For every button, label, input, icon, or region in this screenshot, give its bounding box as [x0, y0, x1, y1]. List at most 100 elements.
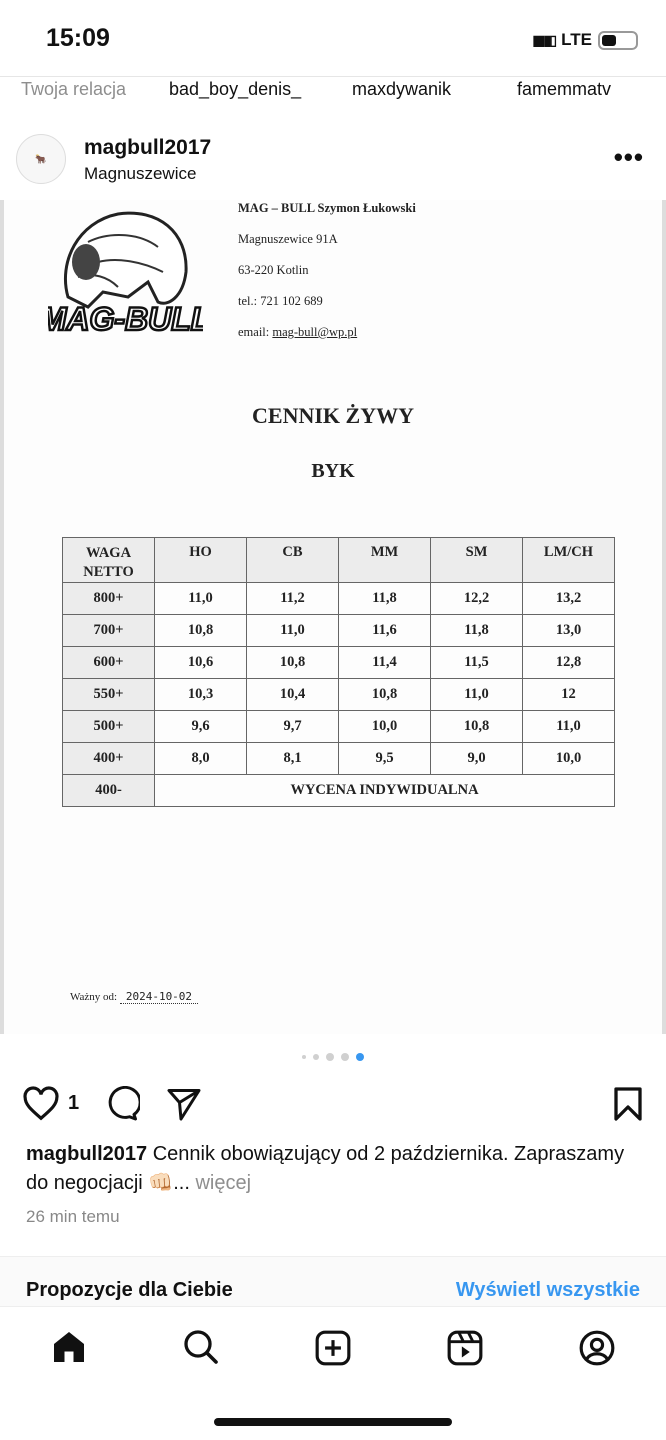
price-cell: 10,4 [246, 678, 339, 711]
price-cell: 10,3 [154, 678, 247, 711]
price-cell: 11,2 [246, 582, 339, 615]
price-cell: 10,8 [338, 678, 431, 711]
home-icon[interactable] [50, 1329, 88, 1365]
profile-icon[interactable] [578, 1329, 616, 1367]
search-icon[interactable] [183, 1329, 219, 1365]
post-time: 26 min temu [26, 1207, 120, 1226]
table-header-row: WAGA NETTO HO CB MM SM LM/CH [62, 537, 615, 583]
email-line: email: mag-bull@wp.pl [238, 325, 357, 340]
header-cell: LM/CH [522, 537, 615, 583]
avatar[interactable]: 🐂 [16, 134, 66, 184]
post-location[interactable]: Magnuszewice [84, 164, 197, 183]
table-row: 600+ 10,6 10,8 11,4 11,5 12,8 [62, 646, 615, 679]
price-cell: 11,4 [338, 646, 431, 679]
story-item[interactable]: bad_boy_denis_ [169, 79, 302, 99]
document-subtitle: BYK [311, 460, 355, 482]
view-all-link[interactable]: Wyświetl wszystkie [455, 1279, 640, 1301]
carousel-dot [313, 1054, 319, 1060]
stories-bar: Twoja relacja bad_boy_denis_ maxdywanik … [0, 76, 666, 99]
carousel-dot-active [356, 1053, 364, 1061]
more-options-icon[interactable]: ••• [613, 142, 644, 172]
price-cell: 10,0 [338, 710, 431, 743]
price-cell: 9,0 [430, 742, 523, 775]
document-title: CENNIK ŻYWY [252, 403, 414, 428]
valid-label: Ważny od: [70, 991, 118, 1003]
price-cell: 8,0 [154, 742, 247, 775]
mag-bull-logo: MAG-BULL [38, 202, 212, 342]
post-header: 🐂 magbull2017 Magnuszewice ••• [16, 134, 650, 190]
price-cell: 12 [522, 678, 615, 711]
price-cell: 11,0 [246, 614, 339, 647]
like-count[interactable]: 1 [68, 1092, 80, 1114]
header-cell: HO [154, 537, 247, 583]
suggestions-header: Propozycje dla Ciebie Wyświetl wszystkie [0, 1256, 666, 1306]
price-cell: 12,8 [522, 646, 615, 679]
price-cell: 11,5 [430, 646, 523, 679]
table-row: 400- WYCENA INDYWIDUALNA [62, 774, 615, 807]
post-actions: 1 [22, 1084, 644, 1124]
phone: tel.: 721 102 689 [238, 294, 323, 308]
carousel-dot [341, 1053, 349, 1061]
bookmark-icon[interactable] [612, 1086, 644, 1122]
home-indicator[interactable] [214, 1418, 452, 1426]
post-username[interactable]: magbull2017 [84, 136, 212, 159]
price-cell: 9,6 [154, 710, 247, 743]
price-cell: 11,6 [338, 614, 431, 647]
price-cell: 11,0 [154, 582, 247, 615]
table-row: 800+ 11,0 11,2 11,8 12,2 13,2 [62, 582, 615, 615]
reels-icon[interactable] [446, 1329, 484, 1367]
bottom-nav [0, 1306, 666, 1440]
svg-text:MAG-BULL: MAG-BULL [48, 301, 203, 337]
weight-cell: 550+ [62, 678, 155, 711]
like-heart-icon[interactable] [22, 1086, 60, 1122]
price-cell: 8,1 [246, 742, 339, 775]
table-row: 550+ 10,3 10,4 10,8 11,0 12 [62, 678, 615, 711]
story-item[interactable]: famemmatv [517, 79, 612, 99]
post-image-document[interactable]: MAG-BULL MAG – BULL Szymon Łukowski Magn… [0, 200, 666, 1034]
caption-text: Cennik obowiązujący od 2 października. Z… [26, 1143, 625, 1194]
story-item[interactable]: maxdywanik [352, 79, 452, 99]
valid-from: Ważny od: 2024-10-02 [70, 990, 199, 1004]
header-cell: WAGA NETTO [62, 537, 155, 583]
carousel-dot [302, 1055, 306, 1059]
address-line: Magnuszewice 91A [238, 232, 338, 246]
price-table: WAGA NETTO HO CB MM SM LM/CH 800+ 11,0 11,… [62, 537, 615, 807]
price-cell: 11,0 [522, 710, 615, 743]
share-send-icon[interactable] [166, 1086, 202, 1122]
price-cell: 10,0 [522, 742, 615, 775]
carousel-dot [326, 1053, 334, 1061]
price-cell: 10,6 [154, 646, 247, 679]
price-cell: 13,2 [522, 582, 615, 615]
header-cell: CB [246, 537, 339, 583]
status-icons: ▮▮▮▯ LTE [532, 30, 638, 50]
comment-icon[interactable] [104, 1086, 140, 1122]
price-cell: 11,0 [430, 678, 523, 711]
price-cell: 11,8 [430, 614, 523, 647]
story-own[interactable]: Twoja relacja [21, 79, 127, 99]
weight-cell: 400- [62, 774, 155, 807]
valid-date: 2024-10-02 [119, 990, 199, 1004]
price-cell: 10,8 [430, 710, 523, 743]
email-label: email: [238, 325, 273, 339]
note-cell: WYCENA INDYWIDUALNA [154, 774, 615, 807]
post-caption: magbull2017 Cennik obowiązujący od 2 paź… [26, 1140, 646, 1198]
create-icon[interactable] [314, 1329, 352, 1367]
price-cell: 10,8 [246, 646, 339, 679]
weight-cell: 400+ [62, 742, 155, 775]
price-cell: 11,8 [338, 582, 431, 615]
caption-username[interactable]: magbull2017 [26, 1143, 148, 1165]
price-cell: 9,5 [338, 742, 431, 775]
table-row: 400+ 8,0 8,1 9,5 9,0 10,0 [62, 742, 615, 775]
table-row: 700+ 10,8 11,0 11,6 11,8 13,0 [62, 614, 615, 647]
weight-cell: 700+ [62, 614, 155, 647]
network-type: LTE [561, 30, 592, 49]
more-link[interactable]: więcej [195, 1172, 252, 1194]
weight-cell: 500+ [62, 710, 155, 743]
table-row: 500+ 9,6 9,7 10,0 10,8 11,0 [62, 710, 615, 743]
battery-icon [598, 30, 638, 50]
header-cell: SM [430, 537, 523, 583]
price-cell: 10,8 [154, 614, 247, 647]
suggestions-title: Propozycje dla Ciebie [26, 1279, 233, 1301]
email: mag-bull@wp.pl [272, 325, 358, 339]
price-cell: 13,0 [522, 614, 615, 647]
